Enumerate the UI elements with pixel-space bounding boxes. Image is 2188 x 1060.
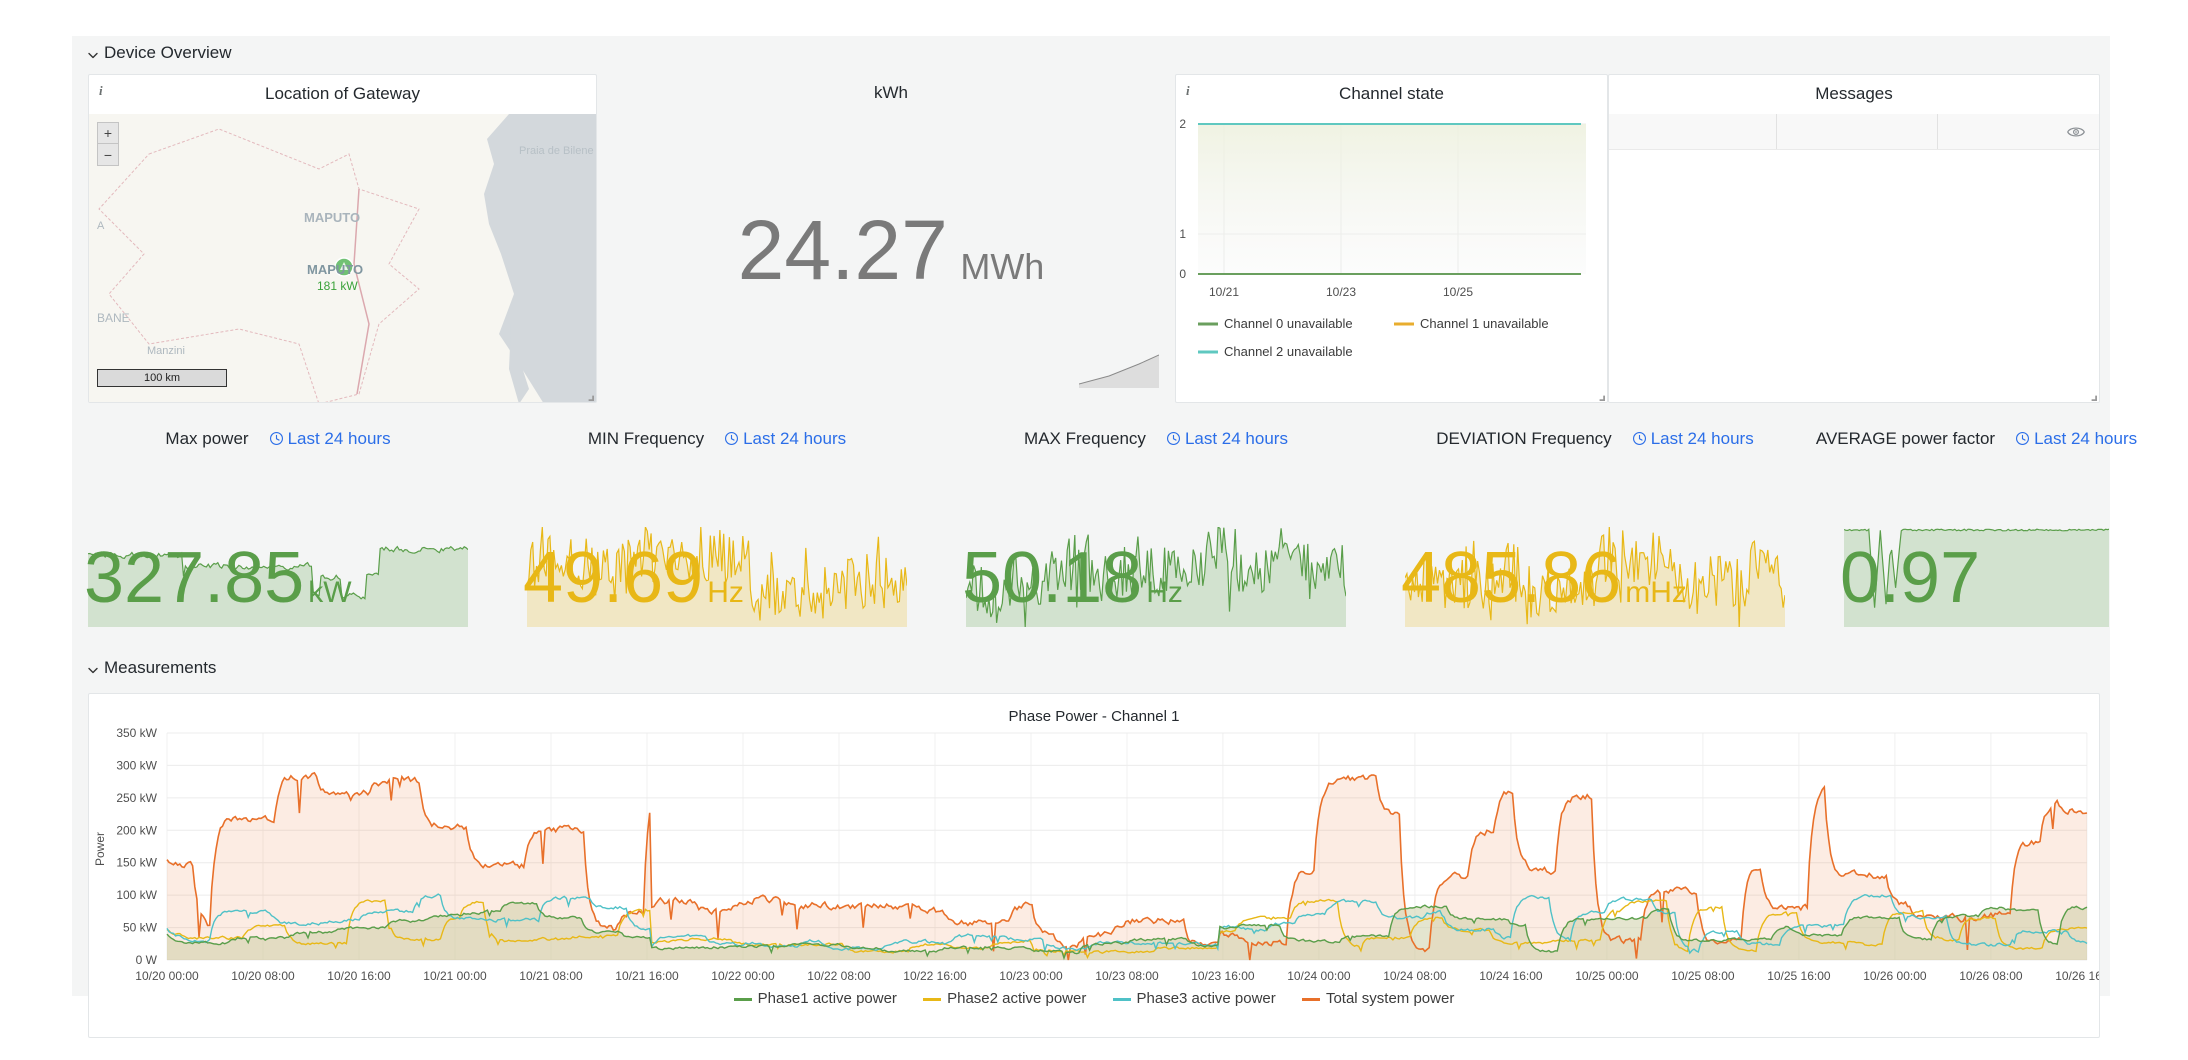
svg-text:A: A — [97, 220, 105, 232]
svg-text:150 kW: 150 kW — [116, 856, 157, 870]
svg-text:10/22 08:00: 10/22 08:00 — [807, 969, 871, 983]
svg-text:10/24 00:00: 10/24 00:00 — [1287, 969, 1351, 983]
svg-text:Channel 0 unavailable: Channel 0 unavailable — [1224, 316, 1353, 331]
svg-text:Praia de Bilene: Praia de Bilene — [519, 145, 594, 157]
svg-text:10/23 00:00: 10/23 00:00 — [999, 969, 1063, 983]
svg-text:10/20 16:00: 10/20 16:00 — [327, 969, 391, 983]
svg-text:10/20 08:00: 10/20 08:00 — [231, 969, 295, 983]
svg-text:0: 0 — [1179, 267, 1186, 281]
svg-text:0 W: 0 W — [136, 953, 158, 967]
svg-text:250 kW: 250 kW — [116, 791, 157, 805]
svg-text:10/26 00:00: 10/26 00:00 — [1863, 969, 1927, 983]
svg-text:300 kW: 300 kW — [116, 758, 157, 772]
svg-text:100 kW: 100 kW — [116, 888, 157, 902]
svg-text:10/25 08:00: 10/25 08:00 — [1671, 969, 1735, 983]
svg-text:10/20 00:00: 10/20 00:00 — [135, 969, 199, 983]
svg-text:10/25 16:00: 10/25 16:00 — [1767, 969, 1831, 983]
svg-text:10/23 08:00: 10/23 08:00 — [1095, 969, 1159, 983]
svg-text:10/21 16:00: 10/21 16:00 — [615, 969, 679, 983]
svg-text:10/21 08:00: 10/21 08:00 — [519, 969, 583, 983]
svg-text:1: 1 — [1179, 227, 1186, 241]
svg-text:Channel 2 unavailable: Channel 2 unavailable — [1224, 344, 1353, 359]
svg-text:200 kW: 200 kW — [116, 823, 157, 837]
svg-text:10/25 00:00: 10/25 00:00 — [1575, 969, 1639, 983]
svg-text:10/26 16:00: 10/26 16:00 — [2055, 969, 2100, 983]
svg-text:10/26 08:00: 10/26 08:00 — [1959, 969, 2023, 983]
svg-text:50 kW: 50 kW — [123, 921, 158, 935]
svg-text:10/22 00:00: 10/22 00:00 — [711, 969, 775, 983]
svg-text:10/22 16:00: 10/22 16:00 — [903, 969, 967, 983]
svg-text:2: 2 — [1179, 117, 1186, 131]
svg-text:Channel 1 unavailable: Channel 1 unavailable — [1420, 316, 1549, 331]
svg-text:10/23 16:00: 10/23 16:00 — [1191, 969, 1255, 983]
svg-text:BANE: BANE — [97, 311, 130, 325]
svg-text:Manzini: Manzini — [147, 345, 185, 357]
svg-text:10/24 16:00: 10/24 16:00 — [1479, 969, 1543, 983]
svg-text:10/25: 10/25 — [1443, 285, 1473, 299]
svg-text:10/21: 10/21 — [1209, 285, 1239, 299]
svg-text:MAPUTO: MAPUTO — [304, 210, 360, 225]
svg-text:10/21 00:00: 10/21 00:00 — [423, 969, 487, 983]
svg-text:181 kW: 181 kW — [317, 279, 358, 293]
svg-text:MAPUTO: MAPUTO — [307, 262, 363, 277]
svg-text:10/24 08:00: 10/24 08:00 — [1383, 969, 1447, 983]
svg-text:10/23: 10/23 — [1326, 285, 1356, 299]
svg-text:350 kW: 350 kW — [116, 726, 157, 740]
